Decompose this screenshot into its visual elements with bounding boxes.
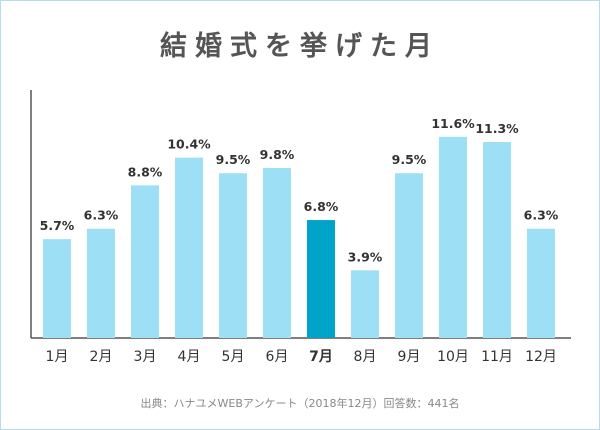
x-tick-label-11: 11月 [481, 349, 513, 365]
x-tick-label-10: 10月 [437, 349, 469, 365]
bar-5 [219, 173, 247, 338]
x-tick-label-5: 5月 [222, 349, 245, 365]
bar-10 [439, 136, 467, 338]
data-label-11: 11.3% [475, 121, 519, 136]
bar-1 [43, 239, 71, 338]
bar-8 [351, 270, 379, 338]
data-label-7: 6.8% [304, 199, 339, 214]
chart-title: 結婚式を挙げた月 [160, 31, 440, 62]
data-label-2: 6.3% [84, 208, 119, 223]
data-label-1: 5.7% [40, 218, 75, 233]
data-label-6: 9.8% [260, 147, 295, 162]
x-tick-label-7: 7月 [309, 349, 333, 365]
x-tick-label-3: 3月 [134, 349, 157, 365]
x-tick-label-4: 4月 [178, 349, 201, 365]
bar-4 [175, 157, 203, 338]
x-tick-label-2: 2月 [90, 349, 113, 365]
bar-11 [483, 142, 511, 338]
x-tick-label-1: 1月 [46, 349, 69, 365]
data-label-4: 10.4% [167, 137, 211, 152]
bar-7 [307, 220, 335, 338]
data-label-10: 11.6% [431, 116, 475, 131]
x-tick-label-8: 8月 [354, 349, 377, 365]
bar-6 [263, 168, 291, 338]
data-label-5: 9.5% [216, 152, 251, 167]
x-tick-label-6: 6月 [266, 349, 289, 365]
x-tick-label-12: 12月 [525, 349, 557, 365]
source-note: 出典：ハナユメWEBアンケート（2018年12月）回答数：441名 [140, 397, 460, 410]
data-label-9: 9.5% [392, 152, 427, 167]
bar-3 [131, 185, 159, 338]
bar-2 [87, 228, 115, 338]
bar-12 [527, 228, 555, 338]
bar-9 [395, 173, 423, 338]
data-label-8: 3.9% [348, 249, 383, 264]
data-label-12: 6.3% [524, 208, 559, 223]
x-tick-label-9: 9月 [398, 349, 421, 365]
data-label-3: 8.8% [128, 164, 163, 179]
